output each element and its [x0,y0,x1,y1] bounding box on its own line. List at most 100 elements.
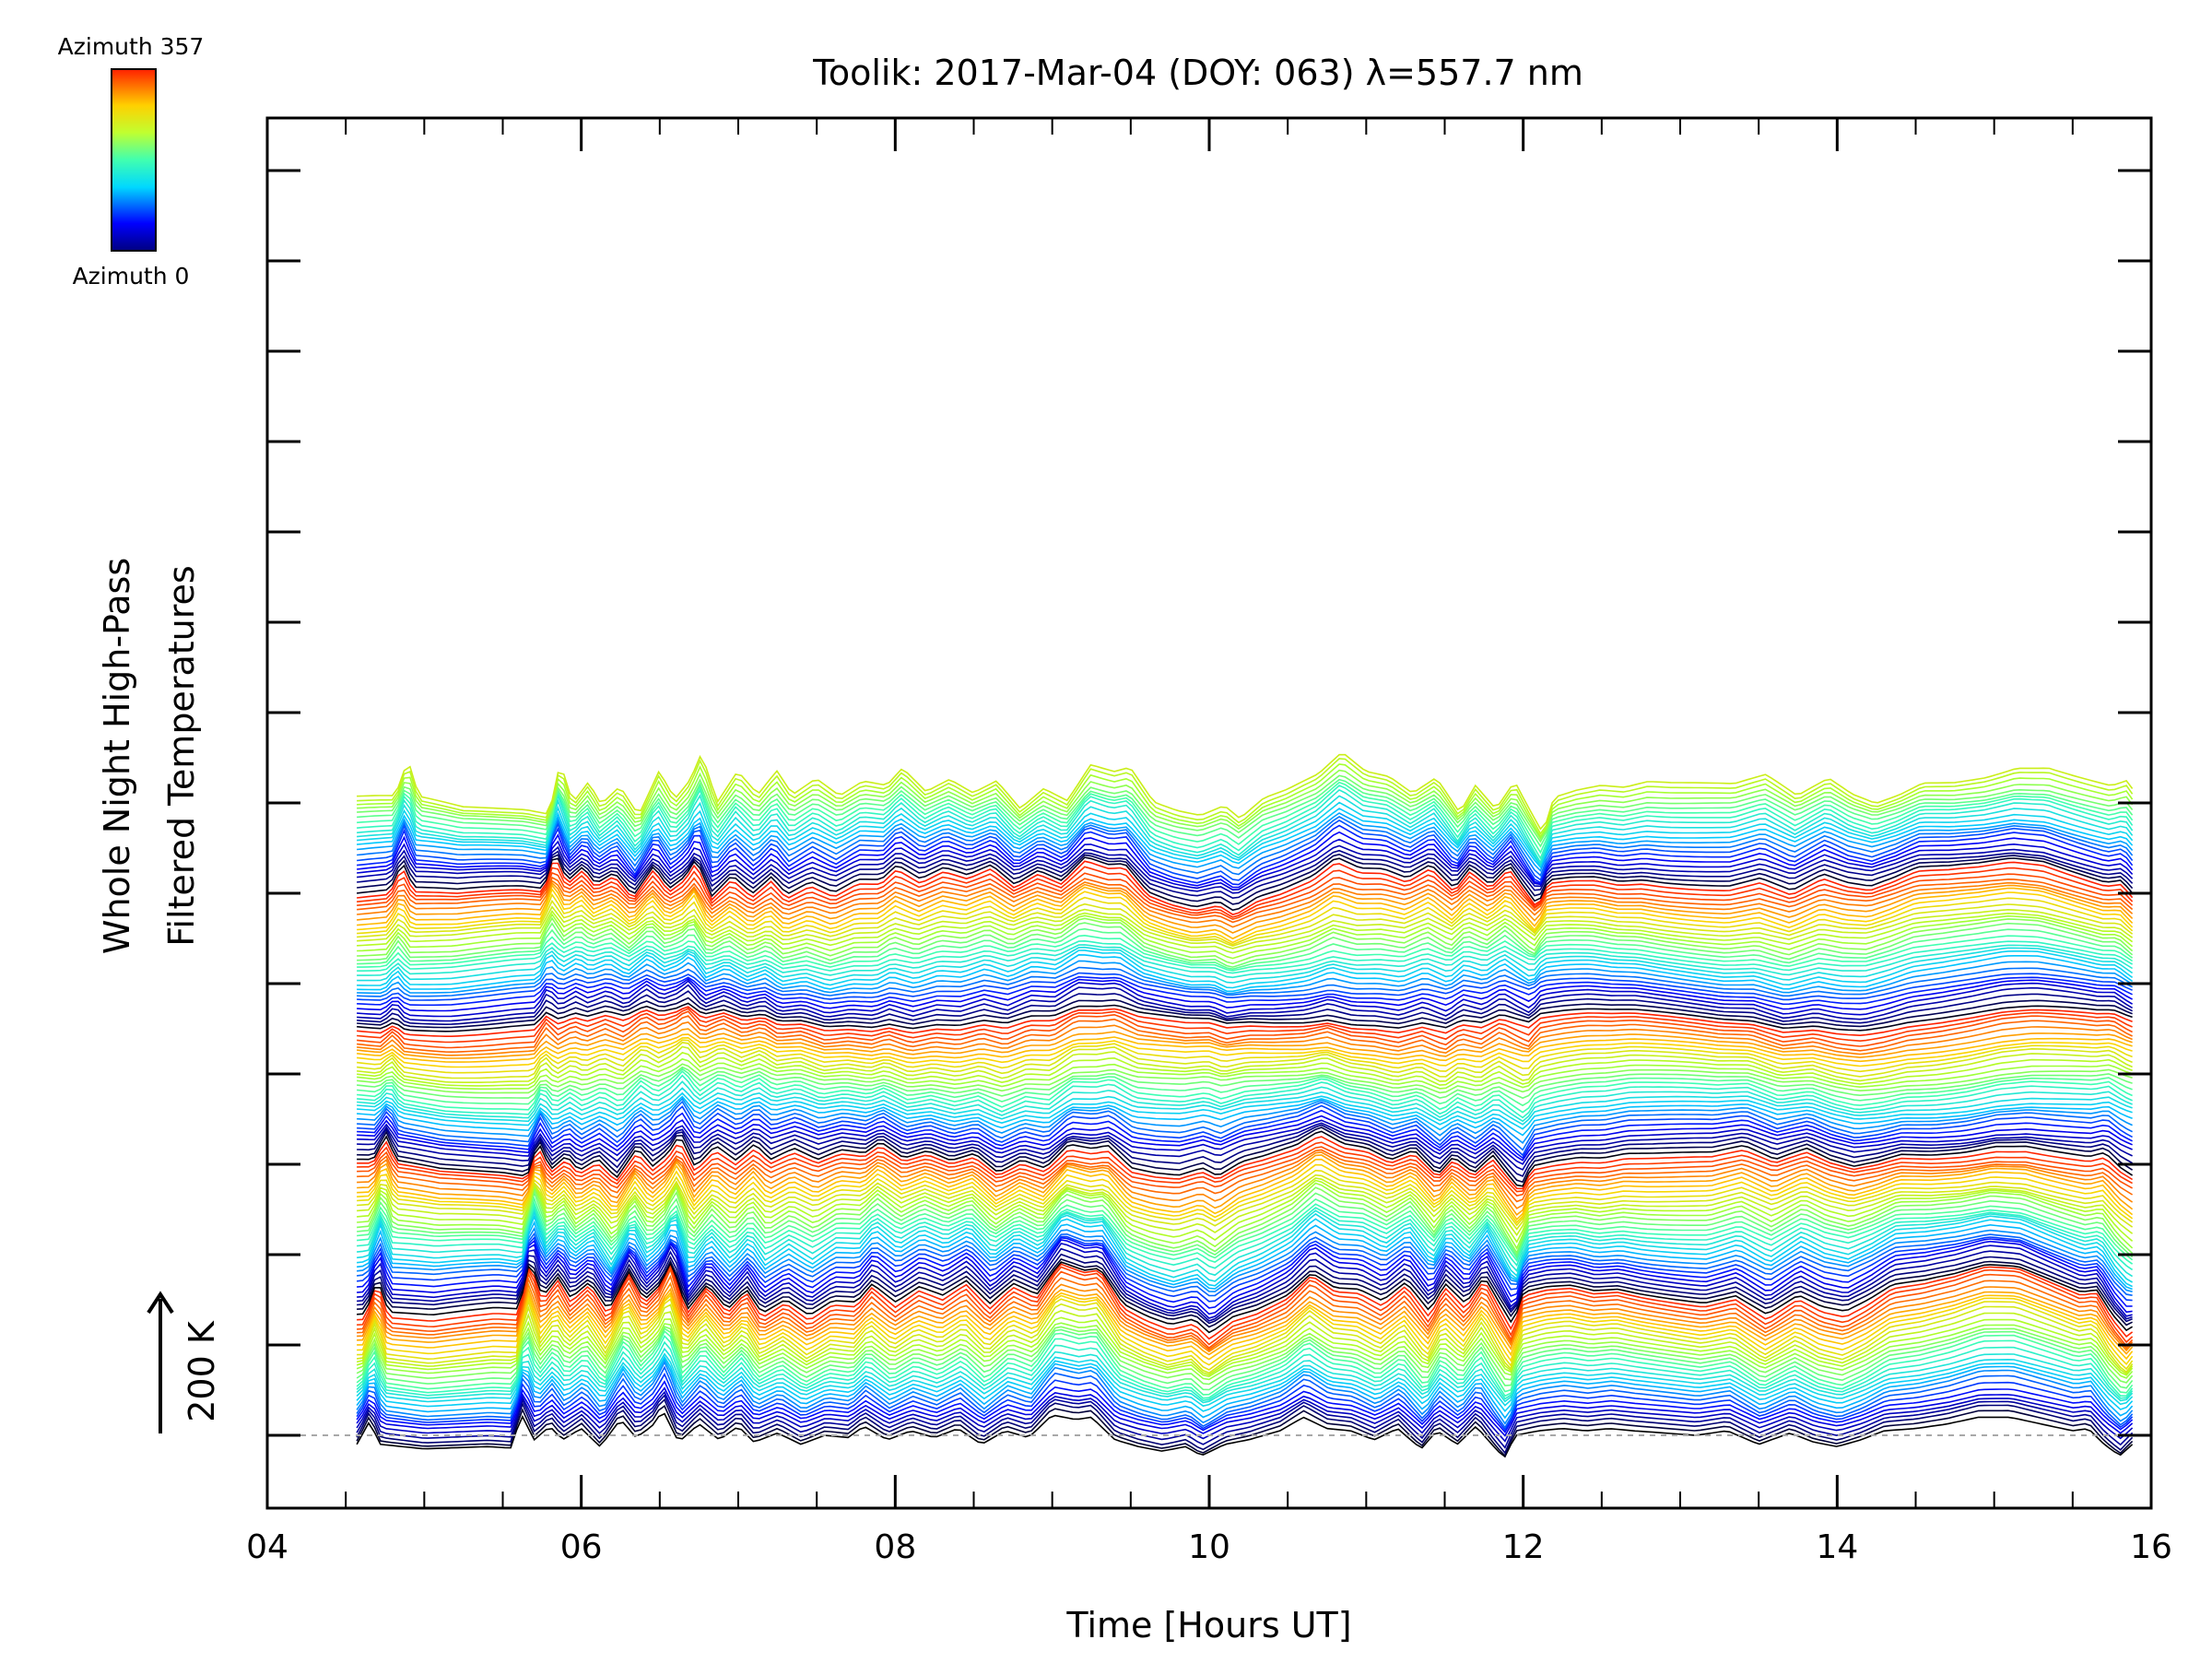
series-line [357,1149,2134,1203]
series-line [357,1063,2133,1094]
series-line [357,934,2134,972]
series-line [357,849,2134,900]
series-line [357,1008,2133,1044]
series-line [357,781,2134,855]
series-line [357,1057,2133,1091]
series-line [357,795,2134,867]
series-line [357,853,2134,905]
series-line [357,1080,2133,1123]
series-line [357,824,2134,886]
series-line [357,1196,2134,1261]
series-line [357,910,2134,954]
series-line [357,1158,2134,1221]
series-line [357,980,2134,1018]
series-line [357,1247,2133,1322]
series-line [357,1267,2134,1350]
series-line [357,860,2134,915]
series-line [357,819,2134,881]
series-line [357,887,2134,944]
series-line [357,1028,2133,1059]
series-line [357,1074,2133,1119]
series-line [357,1087,2133,1126]
series-line [357,871,2134,921]
series-line [357,953,2134,993]
series-line [357,997,2133,1029]
series-line [357,876,2134,924]
series-line [357,1239,2133,1315]
series-line [357,788,2134,865]
series-line [357,1185,2134,1255]
x-tick-label: 12 [1502,1528,1545,1566]
series-line [357,881,2134,934]
series-line [357,1097,2133,1144]
series-line [357,1104,2133,1157]
series-line [357,1177,2134,1237]
series-line [357,1291,2134,1361]
series-line [357,1070,2133,1114]
series-line [357,975,2133,1007]
series-line [356,1360,2134,1425]
series-line [356,1373,2134,1432]
series-line [357,753,2134,831]
series-line [356,1398,2134,1455]
series-line [357,1163,2134,1224]
colorbar-bottom-label: Azimuth 0 [73,263,190,289]
series-line [357,972,2133,1001]
series-line [357,1122,2133,1171]
series-line [357,1261,2134,1334]
series-line [356,1326,2134,1386]
scale-bar-label: 200 K [182,1320,222,1422]
series-line [357,1236,2133,1309]
series-line [357,1263,2134,1346]
series-line [357,1232,2133,1297]
series-line [357,1179,2134,1244]
series-line [357,1002,2133,1032]
colorbar-gradient [111,68,157,252]
series-line [357,1115,2133,1162]
series-lines [356,753,2134,1458]
series-line [357,1033,2133,1063]
series-line [357,916,2134,965]
series-line [356,1357,2134,1420]
series-line [357,927,2134,971]
series-line [357,1274,2134,1351]
series-line [357,1209,2134,1283]
series-line [357,1182,2134,1250]
series-line [357,899,2134,947]
series-line [357,879,2134,928]
series-line [356,1386,2134,1437]
series-line [357,1067,2133,1107]
series-line [357,984,2134,1022]
series-line [357,1124,2133,1177]
series-line [357,808,2134,869]
series-line [357,1204,2134,1271]
colorbar: Azimuth 357 Azimuth 0 [58,33,205,289]
series-line [356,1412,2134,1458]
series-line [356,1347,2134,1404]
series-line [357,966,2133,997]
series-line [357,946,2134,984]
x-tick-label: 06 [560,1528,603,1566]
series-line [357,978,2133,1012]
series-line [357,1281,2134,1353]
series-line [357,1154,2134,1216]
series-line [357,758,2134,835]
series-line [357,1039,2133,1074]
series-line [357,1126,2134,1184]
series-line [356,1390,2134,1443]
series-line [357,1286,2134,1356]
series-line [356,1316,2134,1378]
series-line [357,922,2134,968]
series-line [356,1380,2134,1433]
series-line [357,838,2134,891]
series-line [357,960,2134,995]
series-line [357,1052,2133,1087]
series-line [357,815,2134,877]
series-line [357,831,2134,889]
series-line [357,1303,2134,1374]
series-line [356,1404,2134,1457]
series-line [356,1329,2134,1396]
series-line [357,1146,2133,1197]
